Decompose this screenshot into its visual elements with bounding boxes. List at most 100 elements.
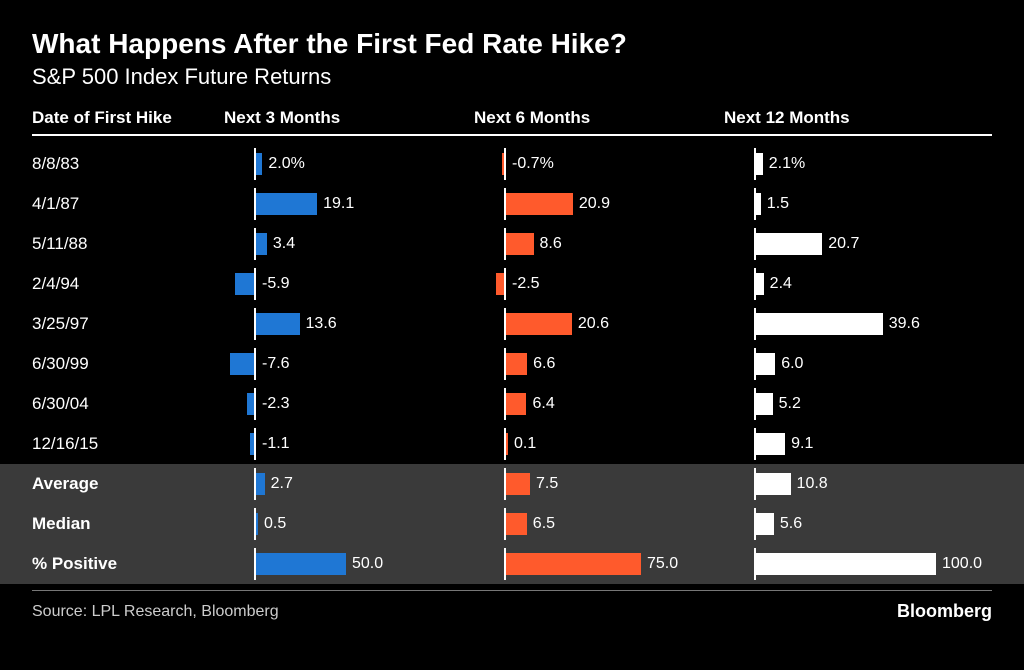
zero-line xyxy=(754,308,756,340)
bar-m6 xyxy=(506,233,534,255)
bar-label-m3: 2.0% xyxy=(268,155,304,173)
bar-m6 xyxy=(506,473,530,495)
bar-m12 xyxy=(756,353,775,375)
zero-line xyxy=(504,548,506,580)
bar-m6 xyxy=(506,353,527,375)
bar-label-m12: 20.7 xyxy=(828,235,859,253)
bar-cell-m3: 19.1 xyxy=(224,184,474,224)
zero-line xyxy=(754,228,756,260)
bar-m6 xyxy=(506,313,572,335)
table-row: Median0.56.55.6 xyxy=(32,504,992,544)
chart-title: What Happens After the First Fed Rate Hi… xyxy=(32,28,992,60)
table-row: 8/8/83 2.0% -0.7% 2.1% xyxy=(32,144,992,184)
table-row: 12/16/15-1.10.19.1 xyxy=(32,424,992,464)
bar-cell-m3: 2.0% xyxy=(224,144,474,184)
date-cell: 4/1/87 xyxy=(32,184,224,224)
zero-line xyxy=(254,308,256,340)
bar-label-m3: 19.1 xyxy=(323,195,354,213)
zero-line xyxy=(754,348,756,380)
bar-cell-m12: 10.8 xyxy=(724,464,974,504)
date-cell: 2/4/94 xyxy=(32,264,224,304)
bar-m3 xyxy=(256,233,267,255)
bar-label-m6: 20.6 xyxy=(578,315,609,333)
col-header-date: Date of First Hike xyxy=(32,108,224,128)
bar-m3 xyxy=(235,273,254,295)
bar-m6 xyxy=(506,513,527,535)
date-cell: % Positive xyxy=(32,544,224,584)
bar-label-m12: 6.0 xyxy=(781,355,803,373)
bar-label-m6: 0.1 xyxy=(514,435,536,453)
bar-m6 xyxy=(506,433,508,455)
col-header-m12: Next 12 Months xyxy=(724,108,974,128)
brand-logo: Bloomberg xyxy=(897,601,992,622)
zero-line xyxy=(504,148,506,180)
zero-line xyxy=(254,548,256,580)
bar-cell-m6: -2.5 xyxy=(474,264,724,304)
table-row: % Positive50.0 75.0 100.0 xyxy=(32,544,992,584)
bar-cell-m3: -2.3 xyxy=(224,384,474,424)
bar-label-m6: 20.9 xyxy=(579,195,610,213)
bar-cell-m12: 1.5 xyxy=(724,184,974,224)
bar-label-m6: -2.5 xyxy=(512,275,540,293)
bar-m3 xyxy=(230,353,254,375)
bar-label-m12: 100.0 xyxy=(942,555,982,573)
date-cell: 8/8/83 xyxy=(32,144,224,184)
bar-label-m12: 10.8 xyxy=(797,475,828,493)
bar-m3 xyxy=(256,313,300,335)
bar-cell-m6: 20.6 xyxy=(474,304,724,344)
zero-line xyxy=(504,308,506,340)
zero-line xyxy=(254,468,256,500)
bar-m12 xyxy=(756,313,883,335)
bar-label-m6: 75.0 xyxy=(647,555,678,573)
table-body: 8/8/832.0%-0.7%2.1%4/1/8719.120.91.55/11… xyxy=(32,144,992,464)
zero-line xyxy=(254,388,256,420)
zero-line xyxy=(754,508,756,540)
bar-m3 xyxy=(256,193,317,215)
bar-cell-m12: 5.2 xyxy=(724,384,974,424)
bar-m12 xyxy=(756,553,936,575)
zero-line xyxy=(504,428,506,460)
bar-cell-m12: 39.6 xyxy=(724,304,974,344)
zero-line xyxy=(754,148,756,180)
bar-cell-m12: 2.4 xyxy=(724,264,974,304)
bar-m3 xyxy=(256,513,258,535)
bar-label-m3: -5.9 xyxy=(262,275,290,293)
bar-cell-m3: 50.0 xyxy=(224,544,474,584)
bar-cell-m3: 0.5 xyxy=(224,504,474,544)
bar-label-m3: 3.4 xyxy=(273,235,295,253)
bar-label-m12: 2.4 xyxy=(770,275,792,293)
zero-line xyxy=(754,548,756,580)
bar-cell-m12: 100.0 xyxy=(724,544,974,584)
date-cell: 6/30/99 xyxy=(32,344,224,384)
chart-container: What Happens After the First Fed Rate Hi… xyxy=(0,0,1024,638)
source-text: Source: LPL Research, Bloomberg xyxy=(32,603,279,621)
table-row: 6/30/04-2.36.45.2 xyxy=(32,384,992,424)
table-row: 5/11/883.48.620.7 xyxy=(32,224,992,264)
bar-label-m12: 5.2 xyxy=(779,395,801,413)
col-header-m3: Next 3 Months xyxy=(224,108,474,128)
bar-label-m6: 7.5 xyxy=(536,475,558,493)
bar-m6 xyxy=(506,393,526,415)
bar-label-m12: 2.1% xyxy=(769,155,805,173)
zero-line xyxy=(254,268,256,300)
table-summary: Average2.77.510.8Median0.56.55.6% Positi… xyxy=(0,464,1024,584)
date-cell: 12/16/15 xyxy=(32,424,224,464)
data-table: Date of First Hike Next 3 Months Next 6 … xyxy=(32,108,992,584)
bar-label-m6: 8.6 xyxy=(540,235,562,253)
bar-m12 xyxy=(756,153,763,175)
bar-label-m12: 1.5 xyxy=(767,195,789,213)
zero-line xyxy=(504,188,506,220)
bar-label-m3: -7.6 xyxy=(262,355,290,373)
bar-cell-m6: 6.6 xyxy=(474,344,724,384)
bar-m12 xyxy=(756,473,791,495)
table-row: 4/1/87 19.1 20.9 1.5 xyxy=(32,184,992,224)
table-row: 3/25/9713.620.639.6 xyxy=(32,304,992,344)
zero-line xyxy=(254,228,256,260)
bar-label-m6: -0.7% xyxy=(512,155,554,173)
chart-subtitle: S&P 500 Index Future Returns xyxy=(32,64,992,90)
bar-m3 xyxy=(256,473,265,495)
bar-cell-m6: 7.5 xyxy=(474,464,724,504)
zero-line xyxy=(504,348,506,380)
bar-cell-m3: 13.6 xyxy=(224,304,474,344)
bar-cell-m6: -0.7% xyxy=(474,144,724,184)
